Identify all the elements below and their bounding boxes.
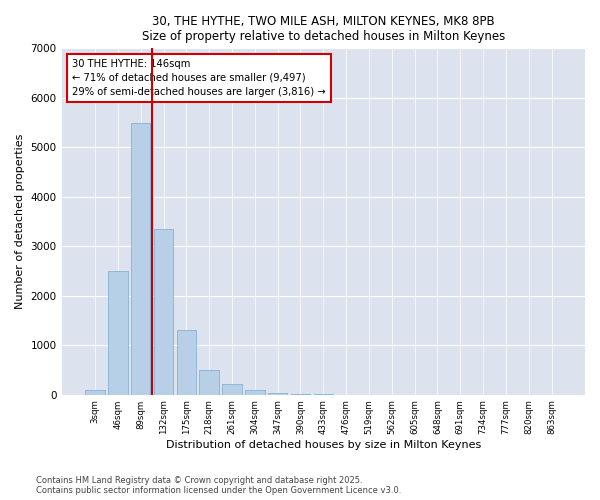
Text: Contains HM Land Registry data © Crown copyright and database right 2025.
Contai: Contains HM Land Registry data © Crown c… — [36, 476, 401, 495]
Bar — [245, 390, 265, 394]
Bar — [85, 390, 105, 394]
Y-axis label: Number of detached properties: Number of detached properties — [15, 134, 25, 309]
Bar — [199, 370, 219, 394]
Text: 30 THE HYTHE: 146sqm
← 71% of detached houses are smaller (9,497)
29% of semi-de: 30 THE HYTHE: 146sqm ← 71% of detached h… — [72, 58, 326, 96]
Bar — [222, 384, 242, 394]
Bar — [154, 229, 173, 394]
Bar — [108, 271, 128, 394]
X-axis label: Distribution of detached houses by size in Milton Keynes: Distribution of detached houses by size … — [166, 440, 481, 450]
Title: 30, THE HYTHE, TWO MILE ASH, MILTON KEYNES, MK8 8PB
Size of property relative to: 30, THE HYTHE, TWO MILE ASH, MILTON KEYN… — [142, 15, 505, 43]
Bar — [131, 122, 151, 394]
Bar — [268, 392, 287, 394]
Bar — [176, 330, 196, 394]
